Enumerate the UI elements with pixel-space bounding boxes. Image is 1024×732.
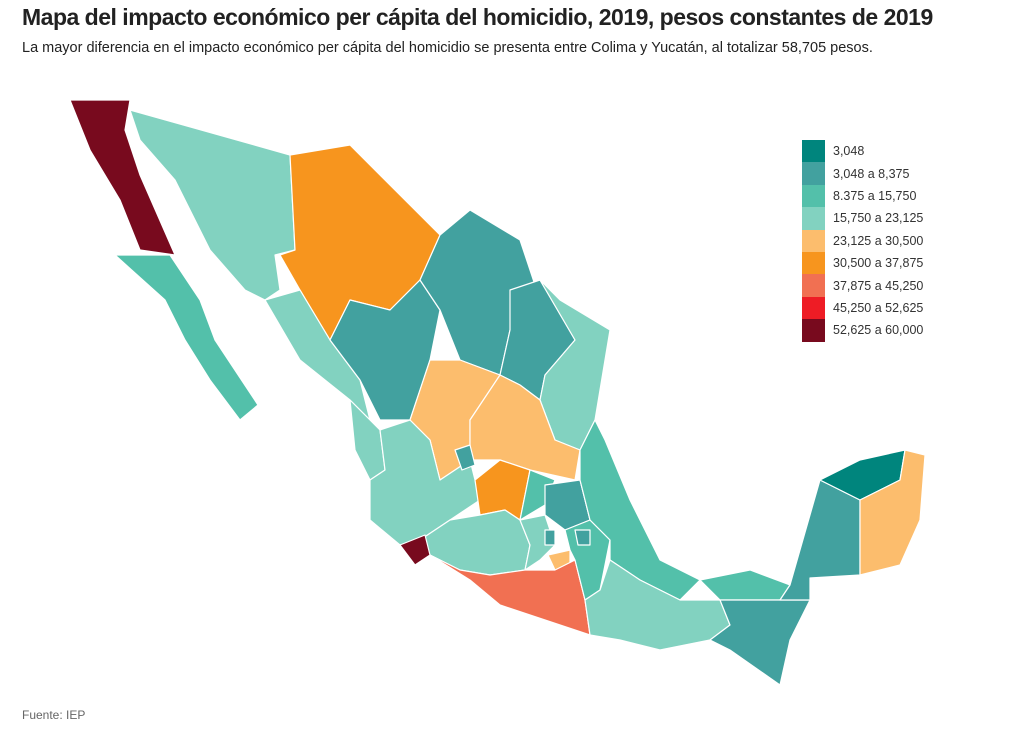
legend-swatch bbox=[802, 162, 825, 185]
legend-item: 52,625 a 60,000 bbox=[802, 319, 924, 342]
legend-label: 23,125 a 30,500 bbox=[833, 233, 924, 248]
legend-swatch bbox=[802, 140, 825, 163]
legend-item: 45,250 a 52,625 bbox=[802, 296, 924, 320]
legend-item: 23,125 a 30,500 bbox=[802, 229, 924, 252]
legend-swatch bbox=[802, 184, 825, 208]
state-aguascalientes bbox=[454, 444, 476, 471]
legend-label: 3,048 bbox=[833, 144, 865, 159]
state-sinaloa bbox=[264, 289, 371, 421]
state-mexico bbox=[519, 514, 556, 571]
legend-swatch bbox=[802, 229, 825, 252]
chart-title: Mapa del impacto económico per cápita de… bbox=[22, 4, 933, 30]
state-baja-california bbox=[69, 99, 176, 256]
legend-label: 8.375 a 15,750 bbox=[833, 188, 917, 203]
legend-item: 30,500 a 37,875 bbox=[802, 251, 924, 275]
legend-label: 30,500 a 37,875 bbox=[833, 256, 924, 271]
state-tlaxcala bbox=[574, 529, 591, 546]
legend-item: 15,750 a 23,125 bbox=[802, 207, 924, 230]
legend-item: 8.375 a 15,750 bbox=[802, 184, 923, 208]
legend-label: 37,875 a 45,250 bbox=[833, 278, 924, 293]
state-chiapas bbox=[709, 599, 811, 686]
legend-swatch bbox=[802, 274, 825, 297]
state-quintana-roo bbox=[859, 449, 926, 576]
legend-item: 37,875 a 45,250 bbox=[802, 274, 924, 297]
legend-label: 3,048 a 8,375 bbox=[833, 166, 910, 181]
state-cdmx bbox=[544, 529, 556, 546]
legend-item: 3,048 bbox=[802, 140, 923, 163]
legend-swatch bbox=[802, 251, 825, 275]
legend-label: 52,625 a 60,000 bbox=[833, 323, 924, 338]
state-baja-california-sur bbox=[114, 254, 259, 421]
state-tabasco bbox=[699, 569, 791, 601]
legend-label: 45,250 a 52,625 bbox=[833, 300, 924, 315]
state-campeche bbox=[779, 479, 861, 601]
source-note: Fuente: IEP bbox=[22, 708, 86, 722]
legend-swatch bbox=[802, 296, 825, 320]
chart-subtitle: La mayor diferencia en el impacto económ… bbox=[22, 40, 873, 56]
state-durango bbox=[329, 279, 441, 421]
legend-item: 3,048 a 8,375 bbox=[802, 162, 923, 185]
legend-label: 15,750 a 23,125 bbox=[833, 211, 924, 226]
legend-swatch bbox=[802, 207, 825, 230]
legend-swatch bbox=[802, 319, 825, 342]
legend: 3,048 3,048 a 8,375 8.375 a 15,750 15,75… bbox=[802, 140, 923, 342]
